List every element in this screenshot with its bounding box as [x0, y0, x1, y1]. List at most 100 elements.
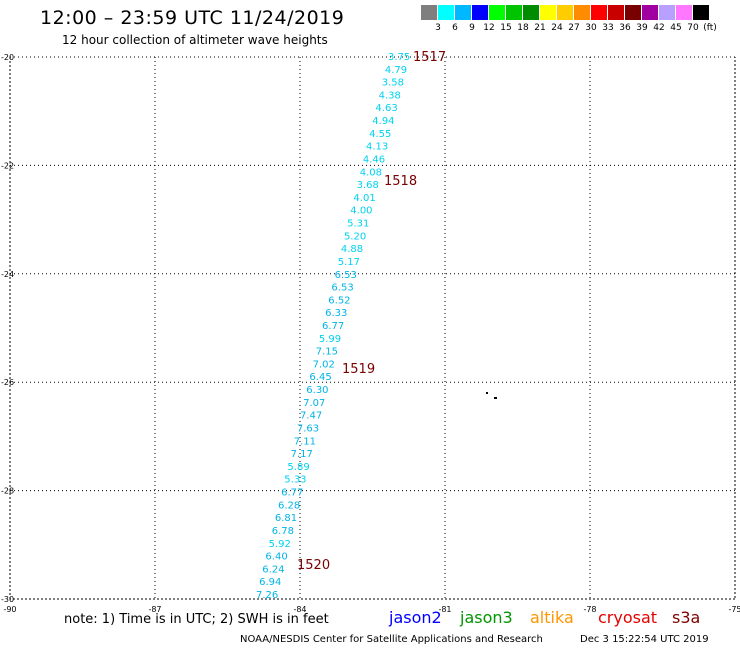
scale-swatch — [489, 5, 505, 20]
scale-label: 42 — [653, 23, 665, 33]
scale-label: 3 — [435, 23, 441, 33]
wave-height-label: 4.08 — [360, 167, 382, 178]
pass-number-label: 1519 — [342, 362, 375, 377]
scale-swatch — [506, 5, 522, 20]
scale-label: 6 — [452, 23, 458, 33]
pass-number-label: 1517 — [413, 50, 446, 65]
wave-height-label: 5.92 — [269, 539, 291, 550]
wave-height-label: 5.33 — [284, 475, 306, 486]
scale-label: 36 — [619, 23, 631, 33]
lon-tick-label: -90 — [3, 605, 16, 614]
scale-label: 70 — [687, 23, 699, 33]
scale-label: 18 — [517, 23, 529, 33]
scale-label: 12 — [483, 23, 495, 33]
scale-label: 45 — [670, 23, 682, 33]
wave-height-label: 4.94 — [372, 116, 394, 127]
satellite-legend-item: cryosat — [598, 608, 658, 627]
scale-swatch — [557, 5, 573, 20]
wave-height-label: 5.99 — [319, 334, 341, 345]
wave-height-label: 3.75 — [388, 52, 410, 63]
timestamp: Dec 3 15:22:54 UTC 2019 — [580, 634, 709, 645]
wave-height-label: 6.94 — [259, 577, 281, 588]
scale-swatch — [625, 5, 641, 20]
map-frame — [9, 56, 736, 600]
lat-tick-label: -24 — [1, 270, 14, 279]
wave-height-label: 6.45 — [309, 372, 331, 383]
scale-swatch — [574, 5, 590, 20]
wave-height-label: 5.20 — [344, 231, 366, 242]
wave-height-label: 4.00 — [350, 206, 372, 217]
wave-height-label: 7.11 — [294, 436, 316, 447]
satellite-legend-item: jason2 — [389, 608, 442, 627]
pass-number-label: 1518 — [384, 174, 417, 189]
land-marks — [486, 392, 497, 399]
scale-swatch — [591, 5, 607, 20]
wave-height-label: 4.46 — [363, 154, 385, 165]
wave-height-label: 4.63 — [375, 103, 397, 114]
wave-height-label: 6.77 — [281, 488, 303, 499]
lon-tick-label: -87 — [148, 605, 161, 614]
wave-height-label: 7.07 — [303, 398, 325, 409]
scale-swatch — [642, 5, 658, 20]
wave-height-label: 5.17 — [338, 257, 360, 268]
scale-swatch — [540, 5, 556, 20]
wave-height-label: 3.68 — [357, 180, 379, 191]
lon-tick-label: -78 — [583, 605, 596, 614]
island-mark — [494, 397, 497, 399]
wave-height-label: 4.01 — [353, 193, 375, 204]
scale-label: 30 — [585, 23, 597, 33]
scale-swatch — [472, 5, 488, 20]
wave-height-label: 7.17 — [291, 449, 313, 460]
credit-text: NOAA/NESDIS Center for Satellite Applica… — [240, 634, 543, 645]
wave-height-label: 6.28 — [278, 500, 300, 511]
wave-height-label: 7.47 — [300, 411, 322, 422]
wave-height-label: 7.26 — [256, 590, 278, 601]
scale-label: 9 — [469, 23, 475, 33]
scale-swatch — [693, 5, 709, 20]
lat-tick-label: -22 — [1, 161, 14, 170]
lon-tick-label: -81 — [438, 605, 451, 614]
axis-ticks: -90 -87 -84 -81 -78 -75 -20 -22 -24 -26 -28 -30 — [1, 53, 740, 614]
footer-note: note: 1) Time is in UTC; 2) SWH is in fe… — [64, 612, 329, 627]
scale-swatch — [438, 5, 454, 20]
wave-height-label: 6.24 — [262, 564, 284, 575]
pass-number-label: 1520 — [297, 558, 330, 573]
lat-tick-label: -28 — [1, 487, 14, 496]
wave-height-label: 7.02 — [313, 359, 335, 370]
wave-height-label: 6.40 — [265, 552, 287, 563]
wave-height-label: 4.88 — [341, 244, 363, 255]
scale-label: 21 — [534, 23, 546, 33]
scale-label: 24 — [551, 23, 563, 33]
wave-height-label: 6.53 — [331, 283, 353, 294]
wave-height-label: 6.33 — [325, 308, 347, 319]
scale-label: 39 — [636, 23, 648, 33]
scale-label: 15 — [500, 23, 512, 33]
scale-swatch — [659, 5, 675, 20]
page-title: 12:00 – 23:59 UTC 11/24/2019 — [40, 7, 345, 29]
wave-height-label: 3.58 — [382, 78, 404, 89]
wave-height-label: 4.79 — [385, 65, 407, 76]
wave-height-label: 5.31 — [347, 219, 369, 230]
wave-height-label: 6.77 — [322, 321, 344, 332]
lat-tick-label: -20 — [1, 53, 14, 62]
scale-label: 27 — [568, 23, 580, 33]
scale-swatch — [455, 5, 471, 20]
lon-tick-label: -75 — [728, 605, 740, 614]
wave-height-label: 6.81 — [275, 513, 297, 524]
wave-height-label: 6.30 — [306, 385, 328, 396]
map-grid — [9, 56, 736, 600]
scale-swatch — [608, 5, 624, 20]
satellite-legend-item: jason3 — [460, 608, 513, 627]
wave-height-label: 7.15 — [316, 347, 338, 358]
lat-tick-label: -26 — [1, 378, 14, 387]
satellite-legend-item: altika — [530, 608, 574, 627]
scale-unit: (ft) — [703, 23, 717, 33]
wave-height-label: 7.63 — [297, 423, 319, 434]
satellite-legend-item: s3a — [672, 608, 701, 627]
wave-height-label: 4.13 — [366, 142, 388, 153]
page-subtitle: 12 hour collection of altimeter wave hei… — [62, 33, 328, 47]
wave-height-track: 3.75 4.79 3.584.38 4.63 4.94 4.55 4.134.46 4.08… — [256, 52, 410, 601]
wave-height-label: 5.89 — [287, 462, 309, 473]
wave-height-label: 6.53 — [335, 270, 357, 281]
